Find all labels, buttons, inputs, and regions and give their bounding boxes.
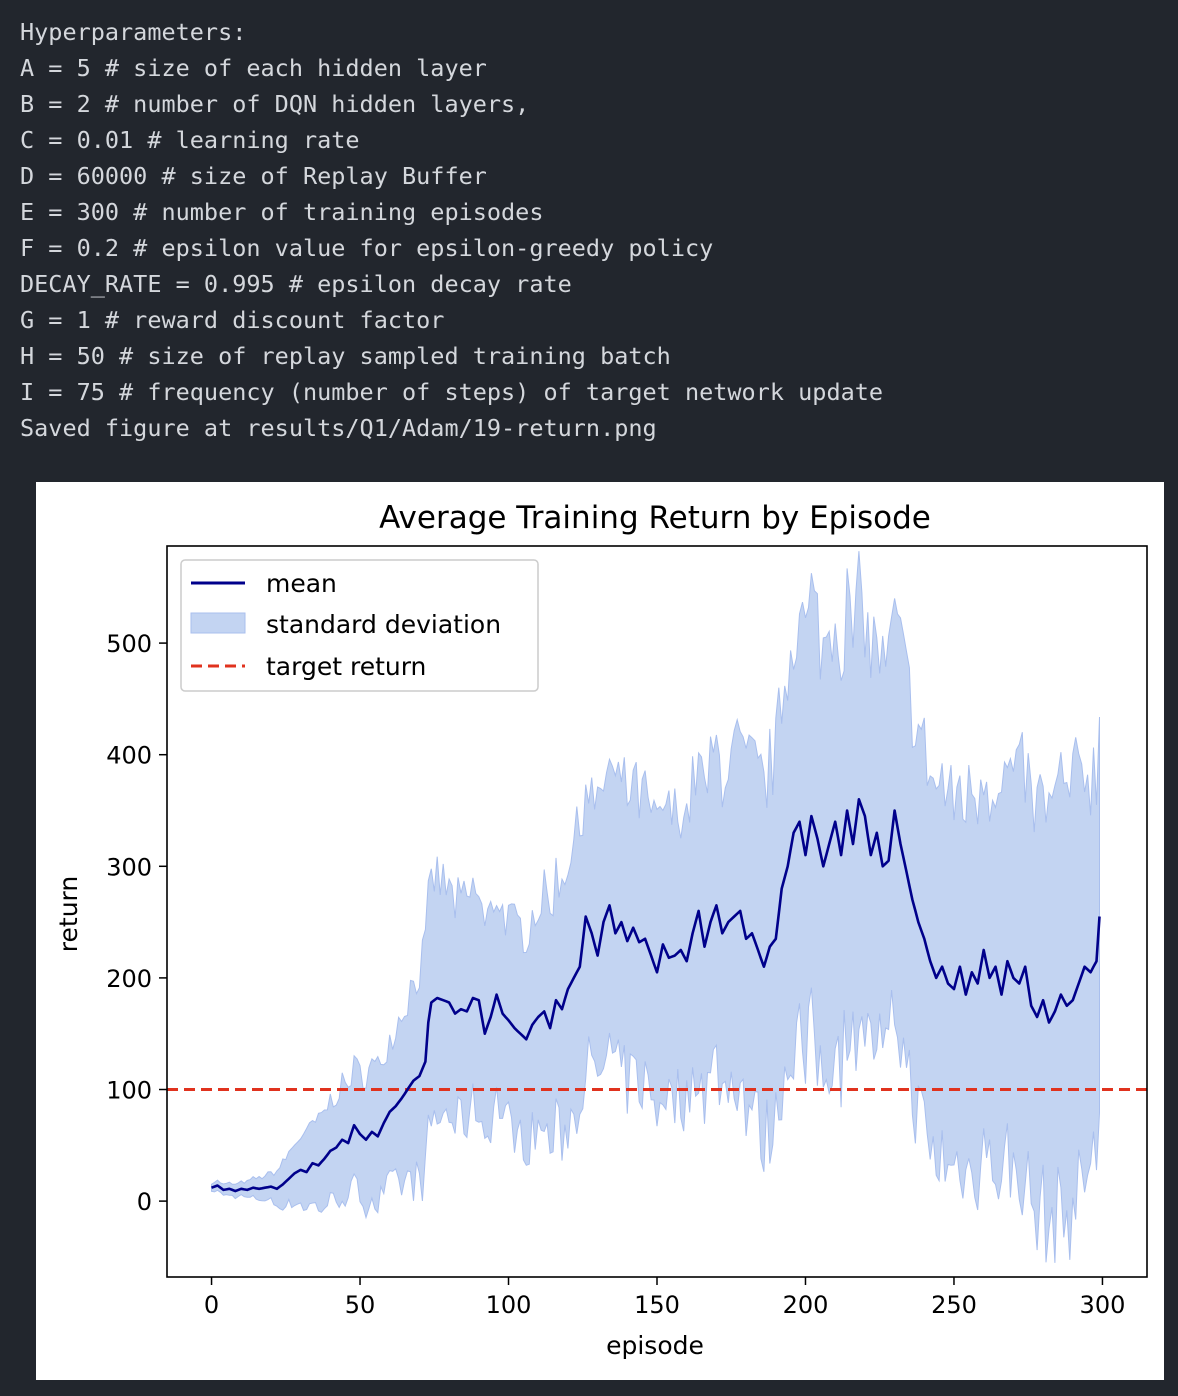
legend-std-swatch — [190, 612, 246, 634]
legend-mean-label: mean — [266, 569, 337, 598]
chart-title: Average Training Return by Episode — [379, 500, 931, 536]
y-tick-label: 500 — [106, 630, 152, 658]
y-axis-label: return — [54, 876, 83, 952]
console-line: A = 5 # size of each hidden layer — [20, 54, 487, 82]
x-tick-label: 300 — [1080, 1291, 1126, 1319]
y-tick-label: 0 — [137, 1188, 152, 1216]
mean-line-layer — [211, 798, 1101, 1193]
legend-std-label: standard deviation — [266, 610, 501, 639]
x-tick-label: 200 — [783, 1291, 829, 1319]
x-tick-label: 150 — [634, 1291, 680, 1319]
legend-target-label: target return — [266, 652, 426, 681]
x-tick-label: 250 — [931, 1291, 977, 1319]
y-tick-label: 100 — [106, 1077, 152, 1105]
y-ticks: 0 100 200 300 400 500 — [106, 630, 167, 1216]
chart-svg: Average Training Return by Episode 0 50 10… — [54, 500, 1148, 1360]
x-tick-label: 0 — [204, 1291, 219, 1319]
console-line: I = 75 # frequency (number of steps) of … — [20, 378, 884, 406]
x-tick-label: 100 — [486, 1291, 532, 1319]
console-line: E = 300 # number of training episodes — [20, 198, 544, 226]
chart-figure: Average Training Return by Episode 0 50 10… — [36, 482, 1164, 1380]
console-line: D = 60000 # size of Replay Buffer — [20, 162, 487, 190]
console-line: DECAY_RATE = 0.995 # epsilon decay rate — [20, 270, 572, 298]
console-line: Saved figure at results/Q1/Adam/19-retur… — [20, 414, 657, 442]
x-axis-label: episode — [606, 1331, 704, 1360]
x-ticks: 0 50 100 150 200 250 300 — [204, 1277, 1125, 1319]
console-line: Hyperparameters: — [20, 18, 247, 46]
y-tick-label: 300 — [106, 853, 152, 881]
console-line: C = 0.01 # learning rate — [20, 126, 360, 154]
mean-line — [211, 798, 1101, 1193]
std-band-layer — [211, 551, 1100, 1263]
console-line: H = 50 # size of replay sampled training… — [20, 342, 671, 370]
y-tick-label: 200 — [106, 965, 152, 993]
x-tick-label: 50 — [345, 1291, 376, 1319]
std-band — [211, 551, 1100, 1263]
legend: mean standard deviation target return — [180, 559, 539, 692]
console-line: B = 2 # number of DQN hidden layers, — [20, 90, 530, 118]
legend-frame — [180, 559, 539, 692]
y-tick-label: 400 — [106, 742, 152, 770]
console-output: Hyperparameters: A = 5 # size of each hid… — [20, 14, 1160, 446]
console-line: F = 0.2 # epsilon value for epsilon-gree… — [20, 234, 714, 262]
console-line: G = 1 # reward discount factor — [20, 306, 445, 334]
